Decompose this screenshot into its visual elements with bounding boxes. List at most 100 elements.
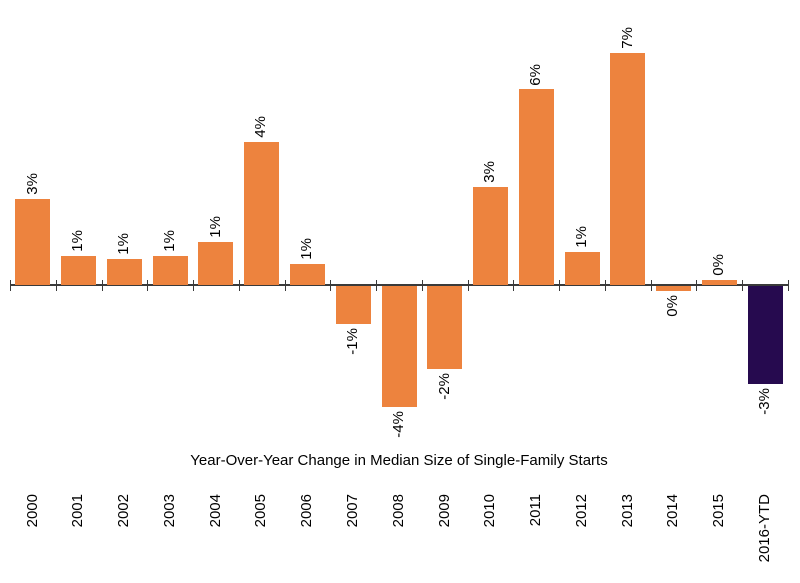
axis-tick xyxy=(10,280,11,291)
chart-title: Year-Over-Year Change in Median Size of … xyxy=(190,452,608,469)
value-label: 1% xyxy=(559,226,605,248)
category-label: 2009 xyxy=(422,494,468,527)
category-label-text: 2005 xyxy=(252,494,270,528)
category-label-text: 2011 xyxy=(527,494,545,527)
x-axis-line xyxy=(10,284,788,286)
category-label: 2000 xyxy=(10,494,56,527)
category-label: 2015 xyxy=(696,494,742,527)
value-label: 3% xyxy=(468,161,514,183)
value-label-text: -2% xyxy=(435,372,453,400)
axis-tick xyxy=(467,280,469,291)
axis-tick xyxy=(238,280,240,291)
value-label-text: 4% xyxy=(252,116,270,138)
axis-tick xyxy=(742,280,744,291)
value-label-text: 1% xyxy=(206,216,224,238)
bar xyxy=(427,286,463,369)
category-label-text: 2016-YTD xyxy=(755,494,773,563)
category-label-text: 2013 xyxy=(618,494,636,528)
value-label-text: 7% xyxy=(618,27,636,50)
value-label: 0% xyxy=(696,254,742,276)
value-label-text: 1% xyxy=(572,226,590,248)
value-label: -2% xyxy=(422,373,468,400)
category-label: 2006 xyxy=(285,494,331,527)
axis-tick xyxy=(147,280,149,291)
category-label-text: 2000 xyxy=(23,494,41,528)
bar xyxy=(335,286,371,325)
bar xyxy=(473,186,509,285)
bar xyxy=(381,286,417,408)
category-label-text: 2006 xyxy=(298,494,316,528)
bar xyxy=(198,241,234,285)
category-label: 2002 xyxy=(102,494,148,527)
category-label: 2012 xyxy=(559,494,605,527)
axis-tick xyxy=(101,280,103,291)
value-label-text: 1% xyxy=(69,230,87,252)
category-label-text: 2001 xyxy=(69,494,87,528)
value-label: 3% xyxy=(10,173,56,195)
value-label: 1% xyxy=(102,233,148,255)
value-label-text: -1% xyxy=(343,328,361,355)
bar xyxy=(244,141,280,285)
bar xyxy=(15,198,51,285)
value-label: 6% xyxy=(513,64,559,86)
bar xyxy=(518,89,554,285)
category-label-text: 2009 xyxy=(435,494,453,528)
axis-tick xyxy=(330,280,332,291)
axis-tick xyxy=(376,280,378,291)
axis-tick xyxy=(650,280,652,291)
value-label-text: 0% xyxy=(664,294,682,317)
value-label-text: -4% xyxy=(389,411,407,438)
category-label: 2001 xyxy=(56,494,102,527)
axis-tick xyxy=(193,280,195,291)
category-label: 2011 xyxy=(513,494,559,526)
value-label: 7% xyxy=(605,27,651,49)
axis-tick xyxy=(421,280,423,291)
category-label-text: 2010 xyxy=(481,494,499,528)
value-label: -3% xyxy=(742,388,788,415)
bar xyxy=(610,53,646,285)
category-label: 2005 xyxy=(239,494,285,527)
bar xyxy=(106,258,142,285)
value-label: 0% xyxy=(651,295,697,317)
value-label-text: -3% xyxy=(755,388,773,415)
axis-tick xyxy=(696,280,698,291)
category-label-text: 2002 xyxy=(115,494,133,528)
category-label-text: 2007 xyxy=(343,494,361,528)
value-label-text: 1% xyxy=(115,233,133,255)
category-label: 2016-YTD xyxy=(742,494,788,562)
axis-tick xyxy=(284,280,286,291)
category-label: 2004 xyxy=(193,494,239,527)
bar xyxy=(61,255,97,285)
category-label: 2003 xyxy=(147,494,193,527)
axis-tick xyxy=(559,280,561,291)
value-label: 1% xyxy=(56,230,102,252)
value-label-text: 6% xyxy=(527,63,545,86)
value-label: -4% xyxy=(376,411,422,438)
bar xyxy=(701,280,737,285)
bar xyxy=(564,251,600,285)
axis-tick xyxy=(604,280,606,291)
category-label-text: 2004 xyxy=(206,494,224,528)
value-label-text: 1% xyxy=(160,230,178,252)
category-label: 2010 xyxy=(468,494,514,527)
value-label: 4% xyxy=(239,116,285,138)
value-label: 1% xyxy=(193,216,239,238)
category-label-text: 2008 xyxy=(389,494,407,528)
category-label-text: 2015 xyxy=(710,494,728,528)
axis-tick xyxy=(788,280,789,291)
value-label: -1% xyxy=(330,328,376,355)
axis-tick xyxy=(55,280,57,291)
value-label: 1% xyxy=(285,238,331,260)
category-label-text: 2003 xyxy=(160,494,178,528)
category-label-text: 2012 xyxy=(572,494,590,528)
value-label-text: 3% xyxy=(481,161,499,183)
value-label-text: 3% xyxy=(23,173,41,195)
bar xyxy=(747,286,783,385)
value-label-text: 0% xyxy=(710,254,728,277)
bar xyxy=(152,255,188,285)
category-label: 2013 xyxy=(605,494,651,527)
axis-tick xyxy=(513,280,515,291)
category-label: 2014 xyxy=(651,494,697,527)
